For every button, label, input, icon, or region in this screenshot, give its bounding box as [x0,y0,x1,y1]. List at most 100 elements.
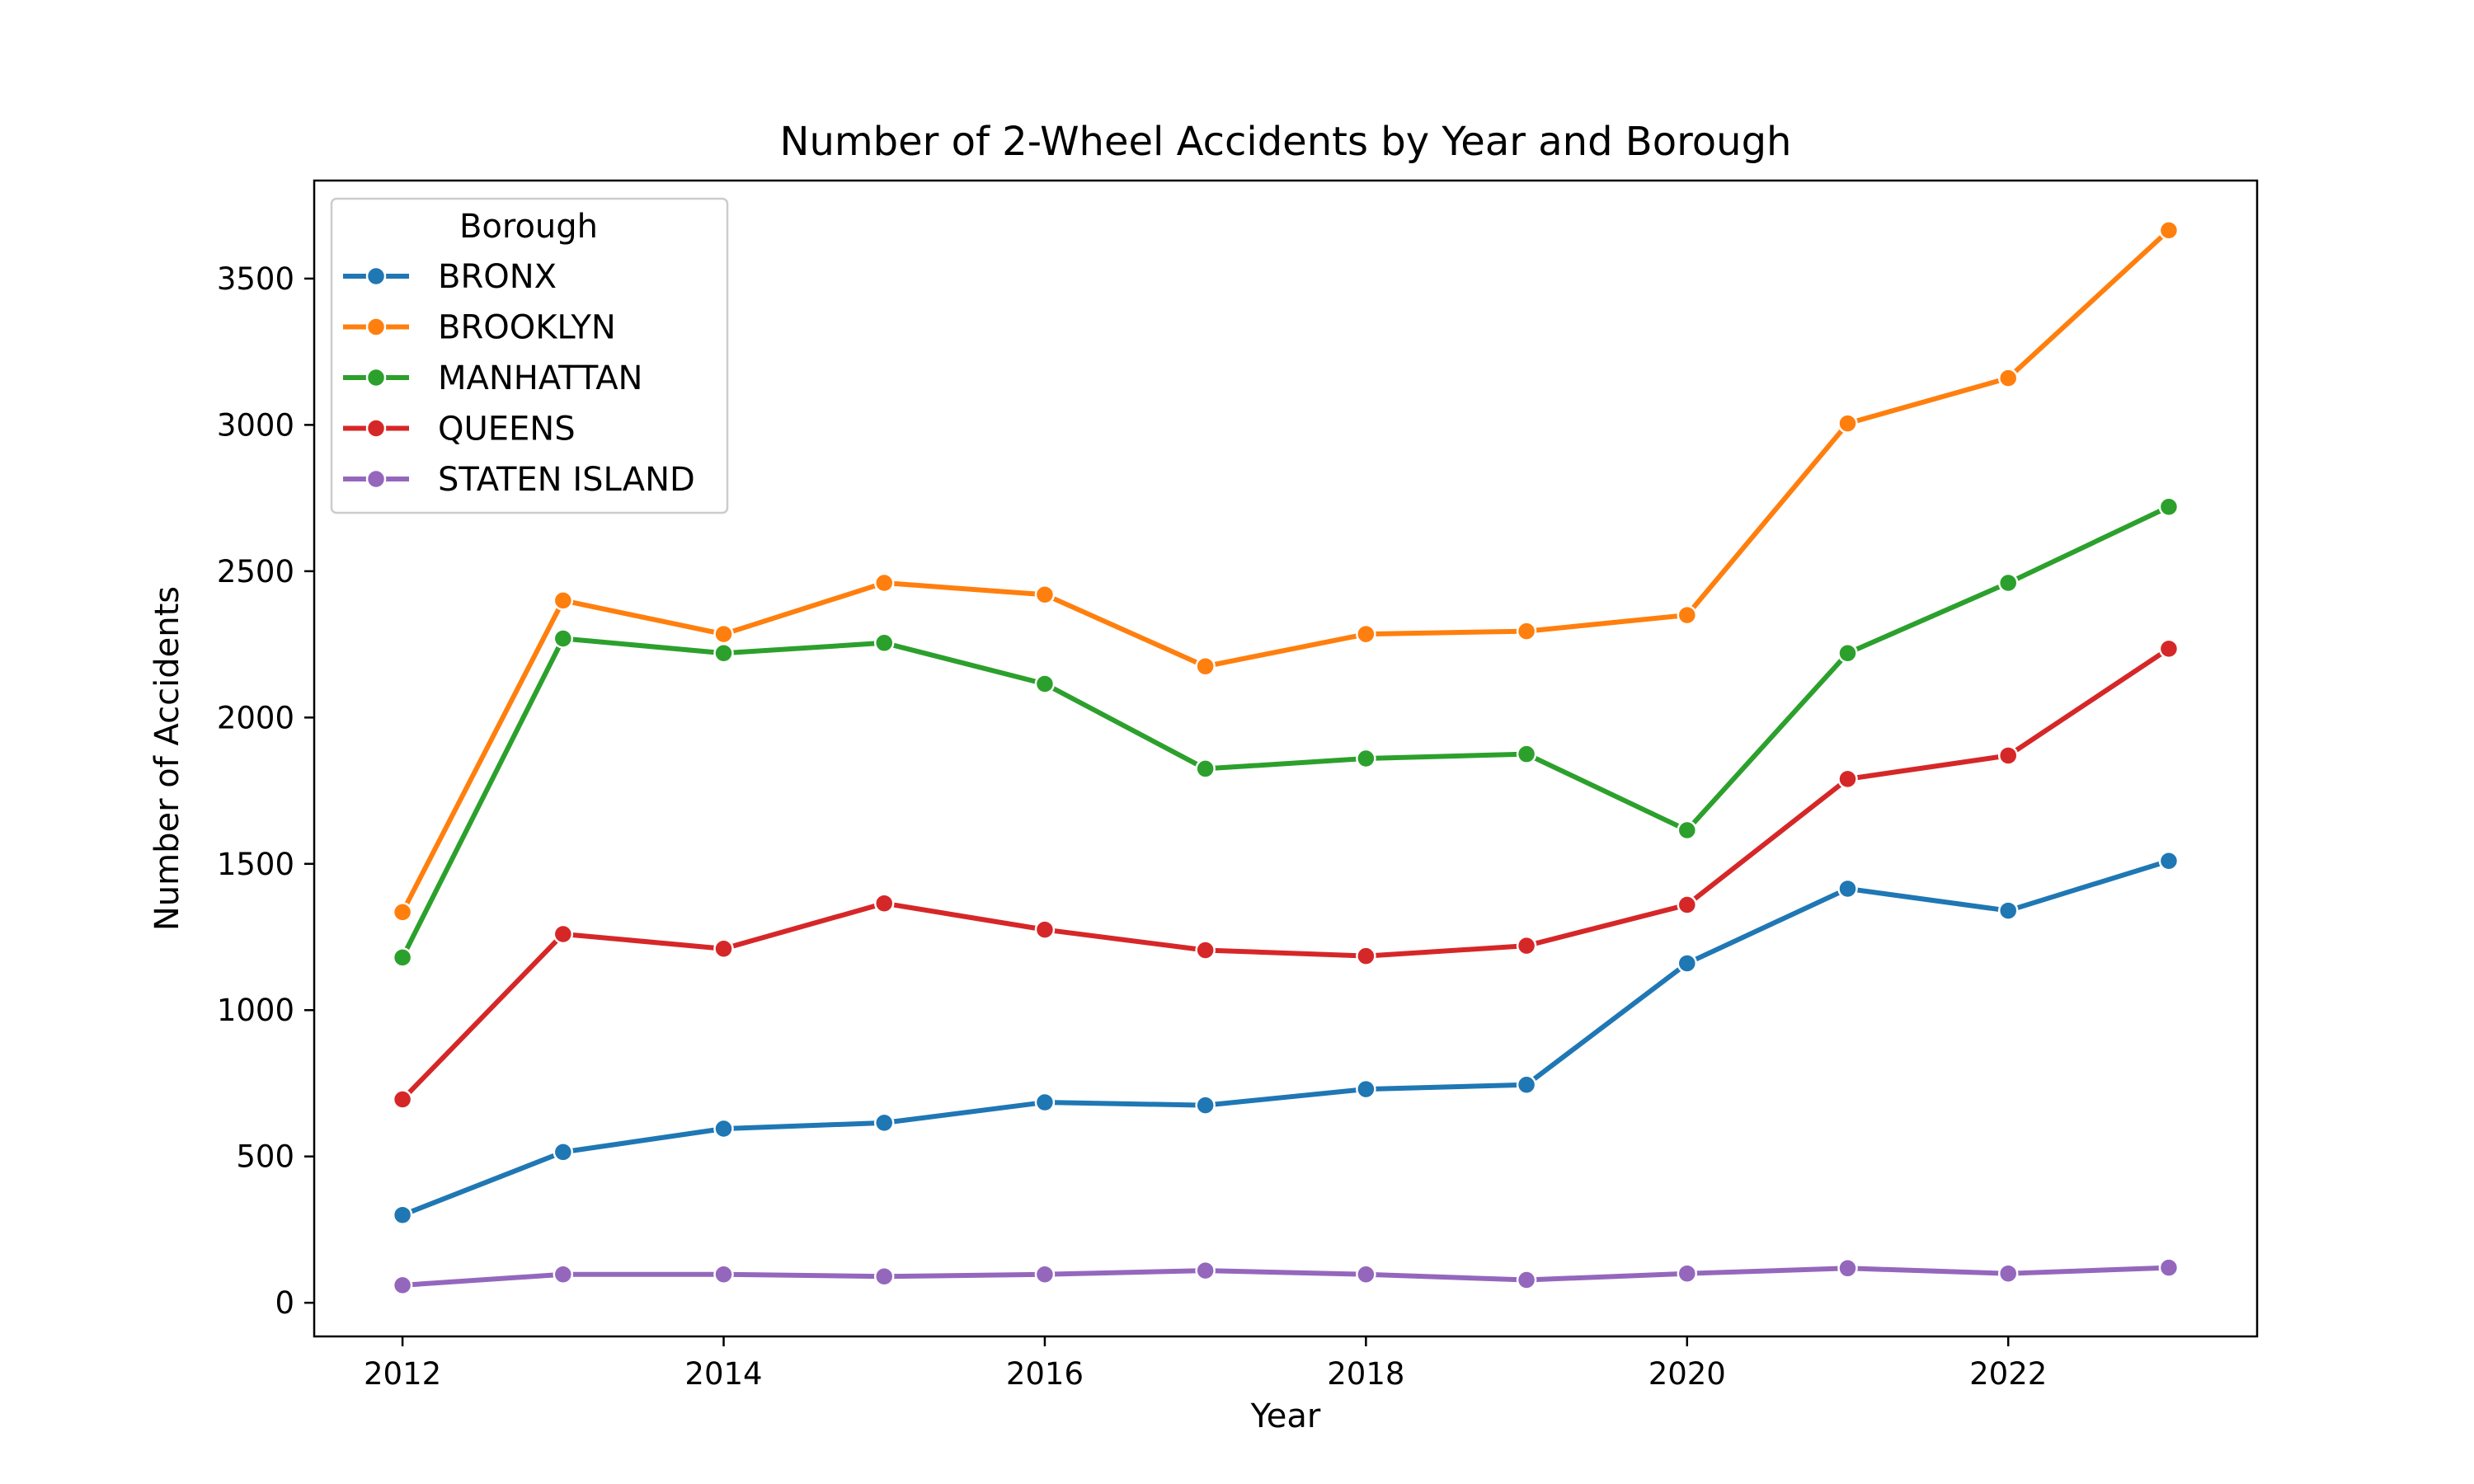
legend-marker-queens [365,418,387,439]
y-tick-label: 1500 [217,847,294,882]
legend-item-brooklyn: BROOKLYN [343,309,616,347]
legend-frame [330,197,729,514]
data-point-bronx [1677,953,1698,974]
data-point-manhattan [1516,744,1537,764]
series-line-bronx [400,858,2171,1218]
data-point-staten-island [1516,1270,1537,1290]
x-tick-label: 2022 [1969,1356,2047,1392]
data-point-brooklyn [1356,623,1376,645]
data-point-queens [1195,940,1216,960]
legend-marker-manhattan [365,367,387,388]
series-line-brooklyn [400,228,2171,915]
data-point-queens [1034,919,1056,940]
x-axis: 2012 2014 2016 2018 2020 2022 [364,1336,2047,1392]
data-point-staten-island [713,1264,734,1285]
data-point-staten-island [392,1275,413,1296]
data-point-brooklyn [1034,584,1056,605]
x-tick-label: 2012 [364,1356,441,1392]
data-point-staten-island [553,1264,574,1285]
series-bronx [392,850,2180,1225]
legend-item-queens: QUEENS [343,411,576,448]
legend-item-staten-island: STATEN ISLAND [343,461,695,499]
data-point-staten-island [1677,1263,1698,1284]
legend-marker-staten-island [365,468,387,490]
data-point-bronx [1516,1074,1537,1096]
data-point-brooklyn [2158,220,2180,241]
data-point-bronx [873,1112,895,1134]
x-tick-label: 2016 [1006,1356,1084,1392]
legend: Borough BRONX BROOKLYN MANHATTAN QUEENS STAT… [330,197,729,514]
data-point-staten-island [1837,1258,1858,1279]
data-point-manhattan [1195,758,1216,779]
data-point-bronx [1837,878,1858,899]
x-tick-label: 2014 [684,1356,762,1392]
data-point-queens [1997,745,2019,766]
data-point-manhattan [1356,748,1376,769]
legend-item-bronx: BRONX [343,258,557,296]
y-tick-label: 2500 [217,554,294,589]
data-point-brooklyn [1997,368,2019,388]
legend-title: Borough [459,208,598,246]
y-tick-label: 500 [236,1139,294,1175]
data-point-brooklyn [1516,621,1537,641]
x-tick-label: 2018 [1327,1356,1404,1392]
y-axis: 0 500 1000 1500 2000 2500 3000 3500 [217,261,314,1321]
data-point-manhattan [1677,819,1698,841]
data-point-queens [713,938,734,959]
data-point-queens [553,923,574,945]
data-point-manhattan [873,632,895,654]
data-point-bronx [392,1205,413,1225]
data-point-bronx [1195,1095,1216,1115]
data-point-staten-island [873,1266,895,1287]
data-point-brooklyn [1677,604,1698,626]
data-point-bronx [1034,1092,1056,1113]
series-line-manhattan [400,504,2171,960]
data-point-bronx [1997,900,2019,921]
data-point-brooklyn [1837,413,1858,434]
legend-marker-brooklyn [365,317,387,337]
data-point-staten-island [1195,1260,1216,1281]
data-point-queens [392,1089,413,1110]
data-point-queens [873,893,895,913]
series-queens [392,638,2180,1110]
legend-item-manhattan: MANHATTAN [343,359,642,397]
series-layer [392,220,2180,1296]
data-point-queens [1356,946,1376,966]
legend-label-manhattan: MANHATTAN [438,359,642,397]
series-line-staten-island [400,1265,2171,1288]
series-brooklyn [392,220,2180,923]
data-point-staten-island [1034,1264,1056,1285]
data-point-staten-island [1356,1264,1376,1285]
series-staten-island [392,1257,2180,1296]
legend-label-staten-island: STATEN ISLAND [438,461,695,499]
legend-items: BRONX BROOKLYN MANHATTAN QUEENS STATEN ISLAN… [343,258,695,499]
plot-frame [313,179,2259,1338]
data-point-brooklyn [713,623,734,645]
chart-title: Number of 2-Wheel Accidents by Year and … [780,119,1792,165]
data-point-manhattan [1034,674,1056,694]
legend-marker-bronx [365,265,387,287]
data-point-manhattan [392,947,413,968]
data-point-brooklyn [392,902,413,923]
data-point-queens [2158,638,2180,660]
data-point-brooklyn [873,572,895,594]
y-axis-label: Number of Accidents [148,586,186,931]
data-point-manhattan [2158,496,2180,518]
data-point-staten-island [1997,1263,2019,1284]
data-point-queens [1837,768,1858,790]
data-point-bronx [713,1118,734,1139]
data-point-bronx [553,1142,574,1162]
data-point-manhattan [713,642,734,664]
x-axis-label: Year [1250,1397,1321,1435]
x-tick-label: 2020 [1649,1356,1726,1392]
y-tick-label: 3500 [217,261,294,297]
data-point-queens [1677,895,1698,915]
data-point-staten-island [2158,1257,2180,1278]
data-point-queens [1516,935,1537,956]
series-manhattan [392,496,2180,968]
legend-label-brooklyn: BROOKLYN [438,309,616,347]
y-tick-label: 2000 [217,700,294,735]
data-point-bronx [1356,1078,1376,1100]
data-point-manhattan [1837,642,1858,664]
